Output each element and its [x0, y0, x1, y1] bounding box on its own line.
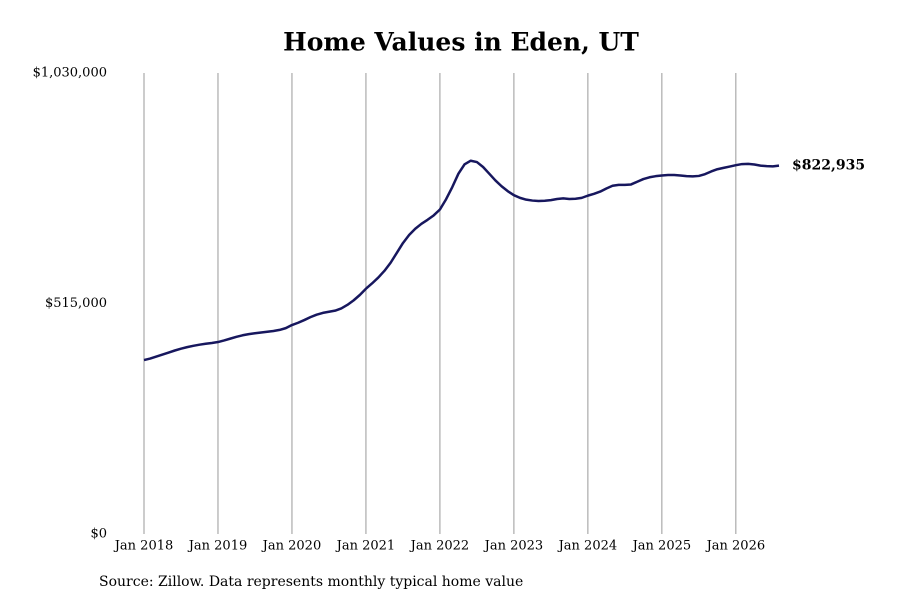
- y-tick-label: $1,030,000: [33, 66, 107, 81]
- y-tick-label: $0: [90, 527, 107, 542]
- x-tick-label: Jan 2026: [705, 539, 766, 554]
- x-tick-label: Jan 2018: [113, 539, 174, 554]
- chart-title: Home Values in Eden, UT: [283, 28, 639, 57]
- x-tick-label: Jan 2021: [335, 539, 396, 554]
- line: [143, 159, 780, 362]
- source-note: Source: Zillow. Data represents monthly …: [99, 574, 523, 590]
- x-tick-label: Jan 2024: [557, 539, 618, 554]
- value-label: $822,935: [792, 158, 865, 174]
- x-tick-label: Jan 2019: [187, 539, 248, 554]
- x-tick-label: Jan 2020: [261, 539, 322, 554]
- x-tick-label: Jan 2025: [631, 539, 692, 554]
- x-tick-label: Jan 2022: [409, 539, 470, 554]
- x-tick-label: Jan 2023: [483, 539, 544, 554]
- y-tick-label: $515,000: [45, 296, 107, 311]
